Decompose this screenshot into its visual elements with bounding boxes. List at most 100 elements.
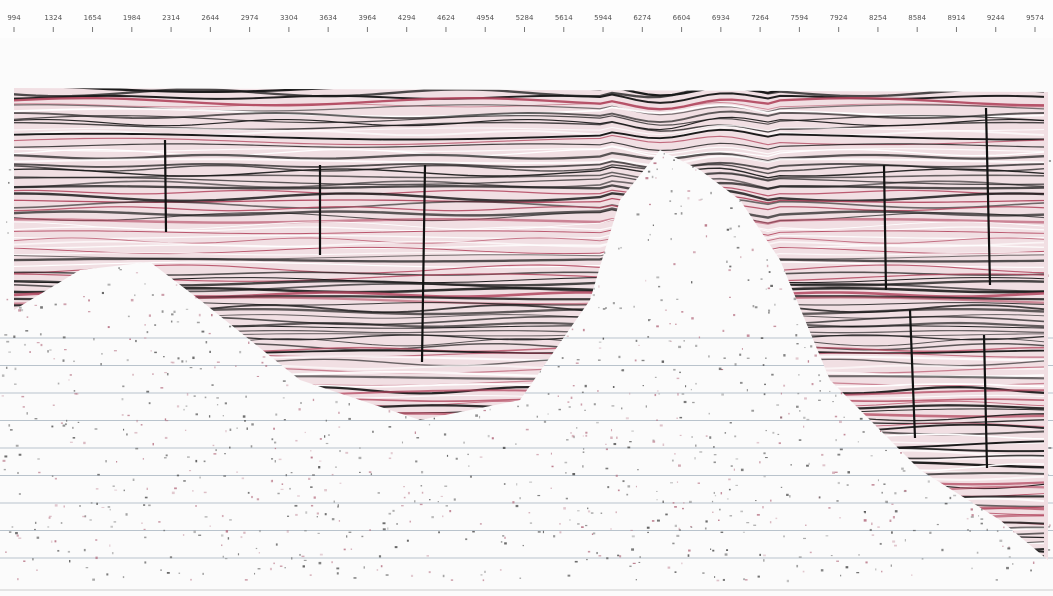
speck	[875, 568, 876, 570]
speck	[245, 579, 248, 580]
speck	[4, 469, 6, 470]
speck	[247, 427, 248, 429]
speck	[710, 192, 712, 194]
speck	[7, 232, 8, 233]
speck	[109, 544, 110, 546]
speck	[210, 525, 211, 526]
fault	[165, 140, 166, 232]
speck	[41, 344, 43, 346]
speck	[747, 389, 748, 391]
speck	[582, 465, 584, 467]
speck	[565, 472, 567, 473]
speck	[790, 464, 792, 465]
speck	[199, 314, 201, 316]
speck	[653, 225, 654, 226]
speck	[681, 206, 682, 207]
speck	[809, 463, 810, 465]
speck	[17, 578, 19, 580]
speck	[953, 495, 956, 497]
speck	[113, 486, 115, 487]
speck	[186, 360, 187, 362]
speck	[463, 442, 464, 444]
speck	[114, 521, 117, 522]
speck	[200, 368, 202, 369]
speck	[603, 308, 606, 310]
speck	[588, 510, 590, 512]
speck	[166, 454, 168, 456]
speck	[32, 558, 33, 560]
speck	[144, 537, 146, 539]
speck	[291, 557, 292, 559]
speck	[317, 512, 319, 514]
speck	[161, 294, 164, 296]
speck	[796, 343, 798, 344]
speck	[167, 572, 170, 574]
speck	[172, 492, 175, 494]
speck	[658, 286, 660, 287]
speck	[781, 487, 782, 488]
speck	[629, 566, 631, 567]
speck	[657, 499, 658, 500]
speck	[642, 360, 645, 361]
speck	[663, 444, 665, 446]
speck	[176, 284, 177, 285]
speck	[304, 560, 307, 561]
speck	[512, 501, 514, 503]
speck	[144, 561, 146, 563]
speck	[177, 475, 179, 477]
speck	[705, 224, 707, 226]
speck	[725, 432, 726, 433]
speck	[695, 169, 696, 171]
speck	[895, 510, 898, 512]
tick-label: 4954	[476, 14, 494, 22]
speck	[679, 372, 680, 373]
speck	[148, 504, 150, 506]
speck	[591, 513, 594, 514]
speck	[831, 555, 833, 556]
speck	[839, 421, 842, 423]
speck	[636, 579, 637, 580]
speck	[83, 442, 85, 444]
speck	[326, 420, 327, 422]
speck	[835, 472, 838, 473]
speck	[721, 532, 724, 533]
speck	[729, 228, 731, 230]
speck	[941, 549, 943, 551]
speck	[548, 393, 550, 394]
speck	[799, 556, 802, 557]
speck	[1048, 526, 1049, 528]
speck	[18, 309, 21, 311]
speck	[504, 542, 507, 544]
tick-label: 4294	[398, 14, 416, 22]
speck	[141, 523, 142, 524]
speck	[567, 336, 569, 337]
speck	[456, 458, 458, 460]
speck	[303, 565, 305, 567]
speck	[205, 397, 207, 399]
speck	[349, 532, 352, 533]
speck	[721, 492, 722, 494]
speck	[35, 418, 38, 419]
speck	[611, 405, 614, 406]
speck	[684, 401, 687, 403]
speck	[691, 389, 692, 390]
speck	[571, 397, 573, 399]
speck	[699, 451, 702, 453]
speck	[320, 438, 322, 440]
speck	[213, 453, 216, 454]
speck	[110, 526, 113, 528]
speck	[431, 516, 434, 518]
speck	[737, 247, 740, 249]
tick-label: 3964	[359, 14, 377, 22]
speck	[710, 548, 711, 549]
speck	[885, 450, 887, 451]
speck	[1003, 527, 1004, 529]
speck	[526, 404, 528, 406]
speck	[475, 414, 478, 416]
speck	[629, 441, 632, 442]
speck	[721, 394, 724, 396]
speck	[621, 407, 622, 409]
speck	[583, 451, 585, 453]
speck	[742, 348, 743, 350]
speck	[311, 505, 313, 507]
